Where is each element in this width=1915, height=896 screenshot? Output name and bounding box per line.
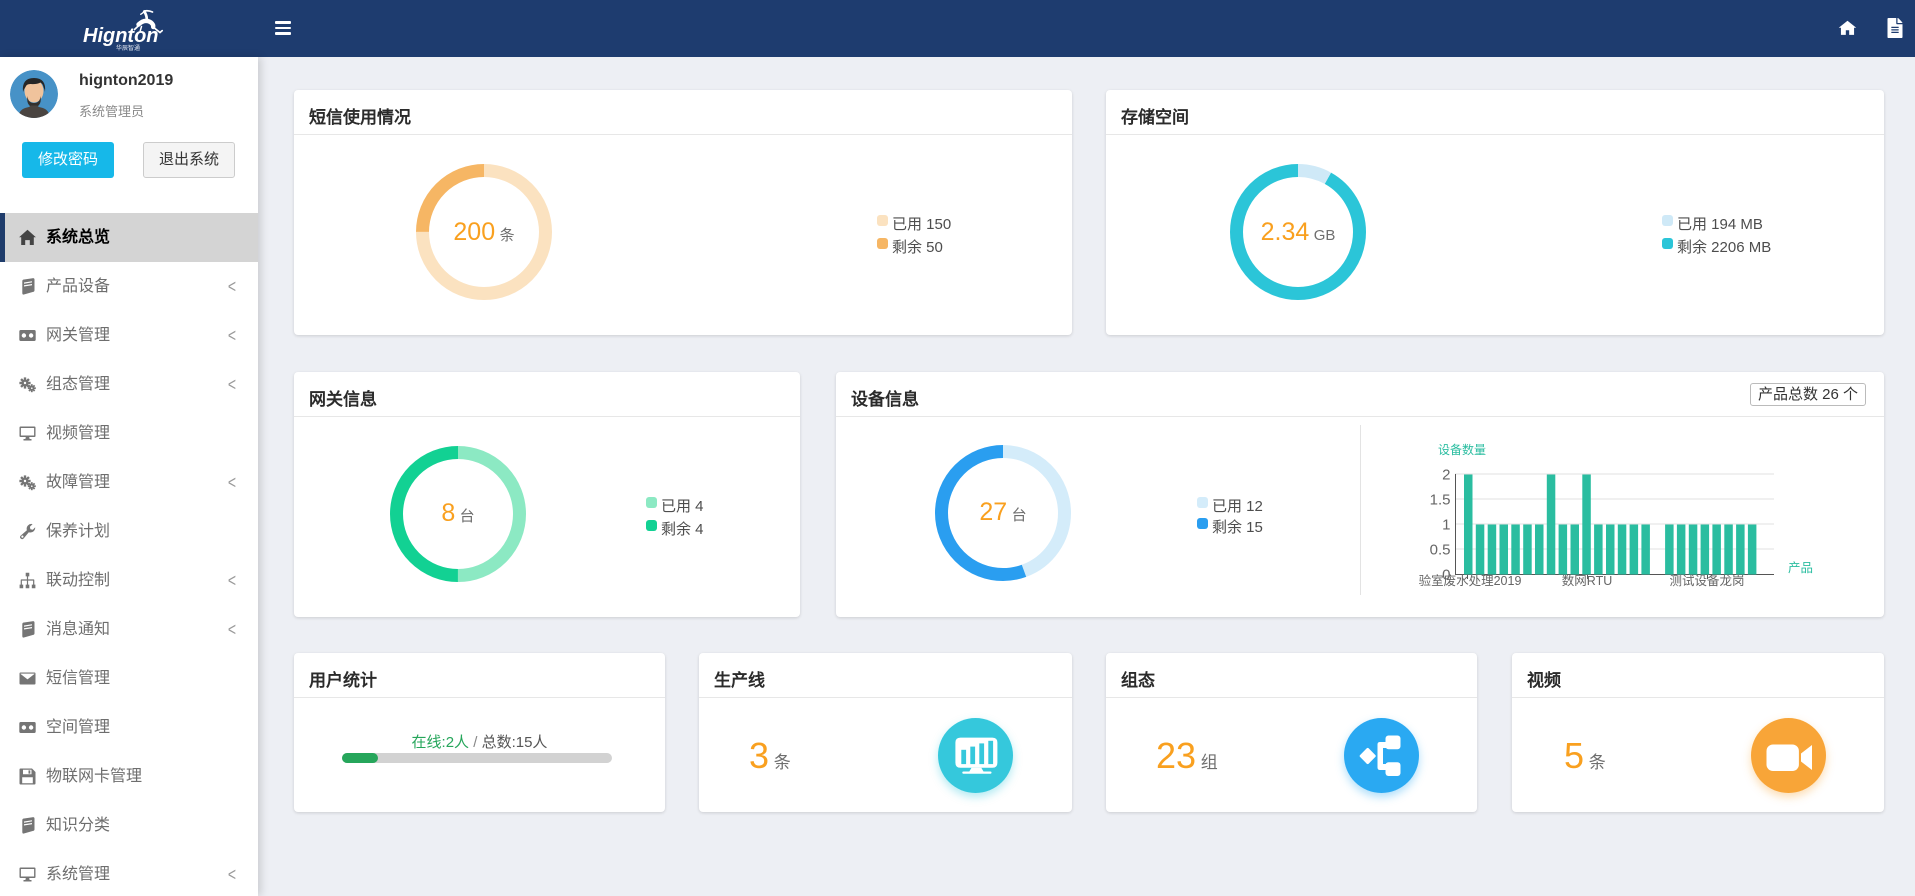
- svg-text:Hignton: Hignton: [83, 25, 159, 47]
- svg-text:验室废水处理2019: 验室废水处理2019: [1419, 573, 1522, 588]
- svg-text:华辰智通: 华辰智通: [116, 44, 140, 52]
- svg-text:2: 2: [1442, 467, 1450, 484]
- svg-text:1.5: 1.5: [1430, 492, 1451, 509]
- svg-text:0.5: 0.5: [1430, 542, 1451, 559]
- svg-text:产品: 产品: [1788, 561, 1813, 575]
- svg-text:0: 0: [1442, 567, 1450, 584]
- svg-text:1: 1: [1442, 517, 1450, 534]
- svg-text:数网RTU: 数网RTU: [1562, 573, 1612, 588]
- svg-text:测试设备龙岗: 测试设备龙岗: [1669, 573, 1744, 588]
- svg-text:设备数量: 设备数量: [1438, 442, 1486, 457]
